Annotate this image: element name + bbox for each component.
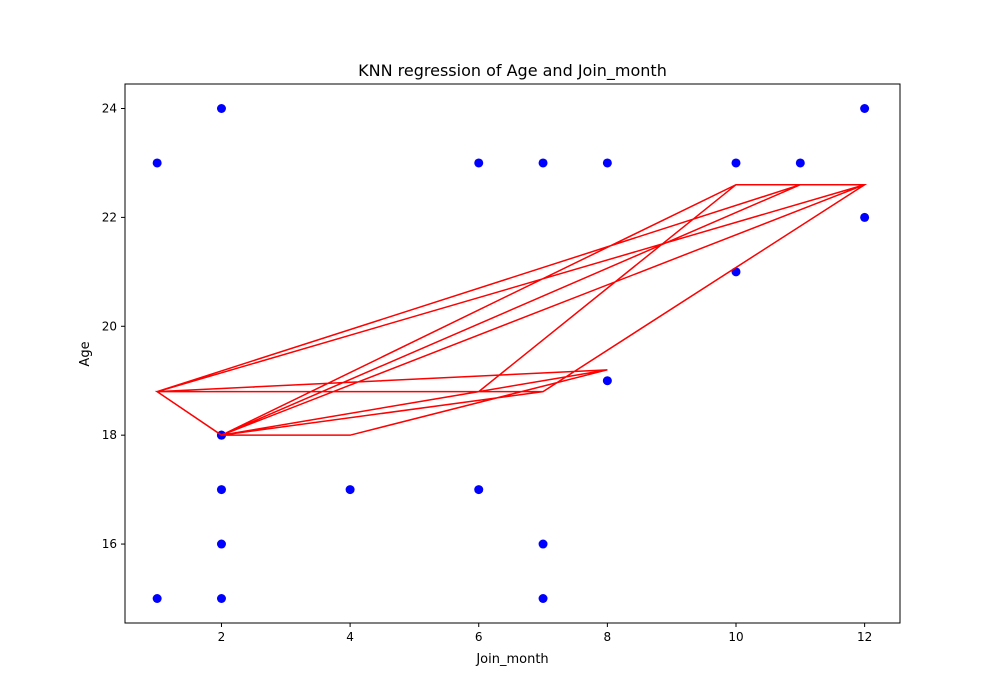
scatter-point — [216, 594, 226, 603]
x-axis: 2 4 6 8 10 12 — [218, 623, 872, 644]
x-tick-label: 6 — [475, 630, 483, 644]
x-axis-label: Join_month — [475, 652, 548, 667]
x-tick-label: 8 — [604, 630, 612, 644]
scatter-point — [474, 158, 484, 168]
chart-marks — [152, 104, 870, 603]
x-tick-label: 10 — [728, 630, 743, 644]
scatter-point — [538, 594, 548, 603]
scatter-point — [152, 594, 162, 603]
scatter-point — [216, 539, 226, 549]
scatter-point — [345, 485, 355, 495]
regression-line — [154, 183, 868, 436]
x-tick-label: 12 — [857, 630, 872, 644]
y-tick-label: 16 — [102, 537, 117, 551]
y-tick-label: 20 — [102, 319, 117, 333]
scatter-point — [538, 539, 548, 549]
y-axis: 16 18 20 22 24 — [102, 102, 125, 551]
y-tick-label: 22 — [102, 210, 117, 224]
plot-area — [124, 83, 901, 624]
scatter-point — [216, 104, 226, 113]
chart-title: KNN regression of Age and Join_month — [358, 61, 667, 81]
x-tick-label: 2 — [218, 630, 226, 644]
scatter-point — [860, 104, 870, 113]
scatter-point — [602, 376, 612, 386]
scatter-point — [152, 158, 162, 168]
x-tick-label: 4 — [346, 630, 354, 644]
scatter-point — [860, 212, 870, 222]
plot-frame — [124, 83, 901, 624]
y-tick-label: 24 — [102, 102, 117, 116]
scatter-point — [216, 485, 226, 495]
y-axis-label: Age — [78, 341, 93, 366]
scatter-point — [474, 485, 484, 495]
scatter-point — [731, 158, 741, 168]
scatter-point — [602, 158, 612, 168]
y-tick-label: 18 — [102, 428, 117, 442]
scatter-point — [538, 158, 548, 168]
scatter-point — [795, 158, 805, 168]
